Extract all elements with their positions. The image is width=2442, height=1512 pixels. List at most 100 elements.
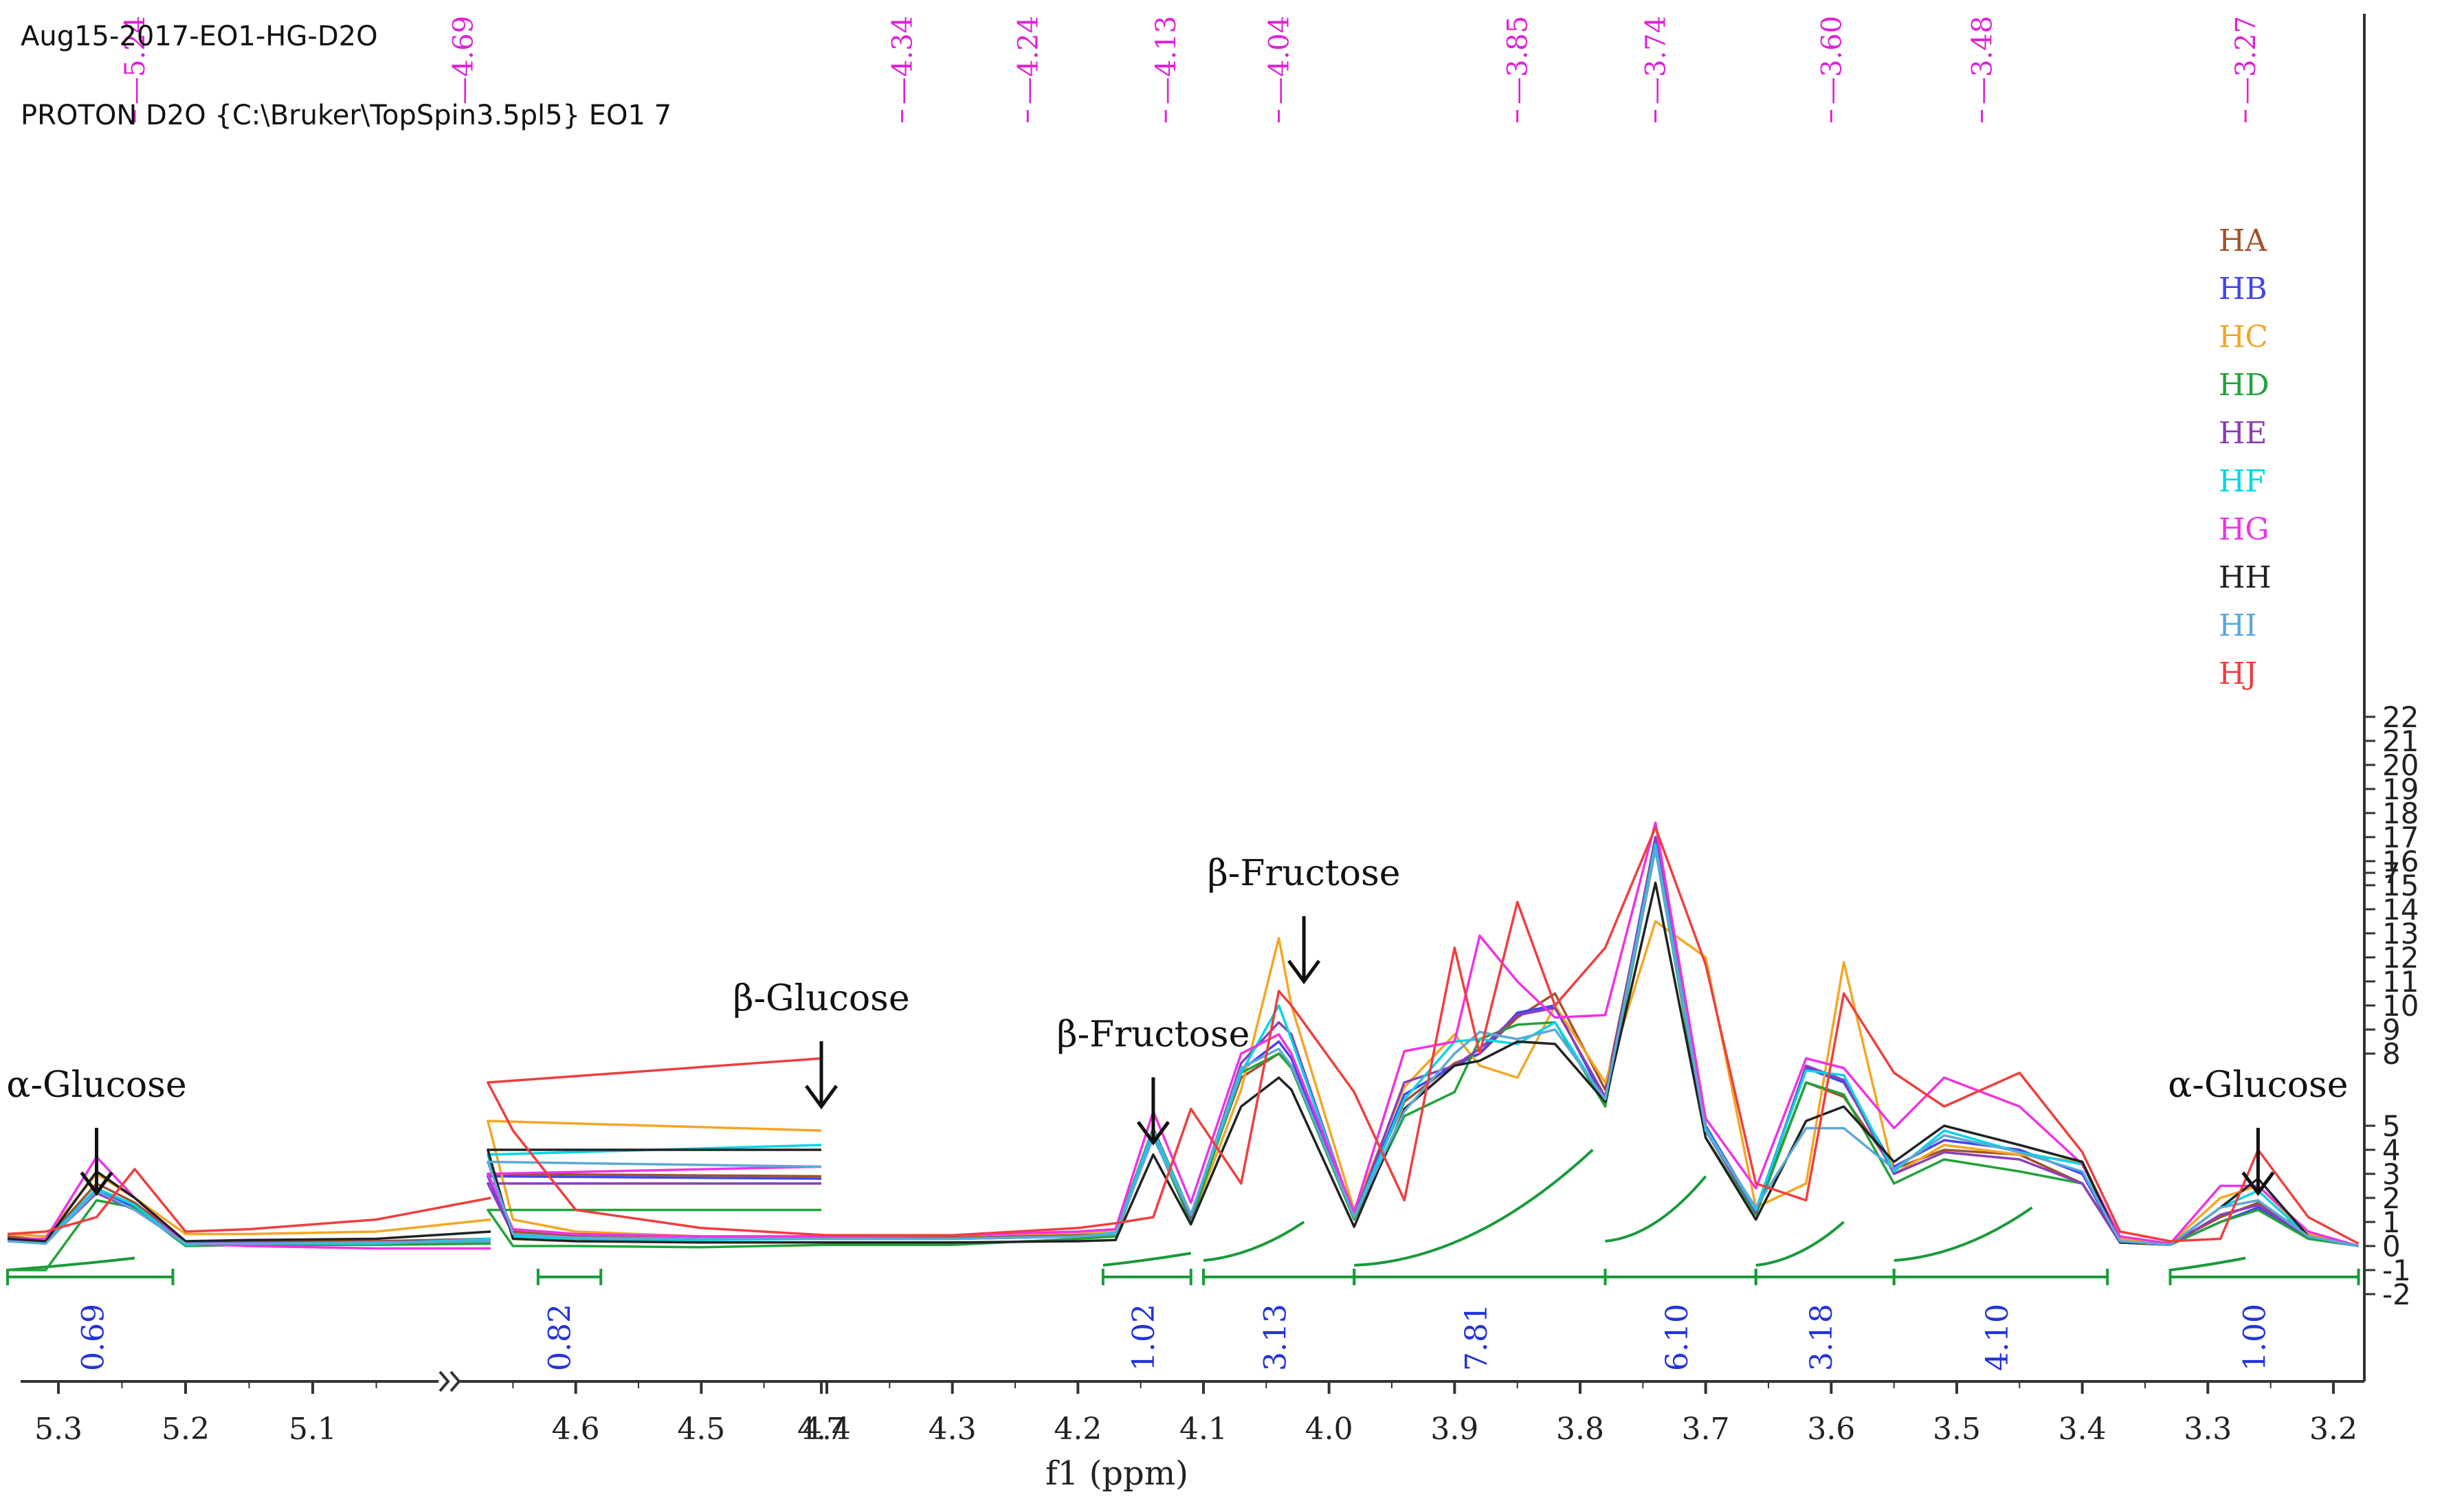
y-tick-label: 22 bbox=[2382, 700, 2419, 734]
annotation-label: α-Glucose bbox=[2168, 1065, 2348, 1106]
y-tick-label: 0 bbox=[2382, 1230, 2401, 1263]
peak-label: —4.34 bbox=[887, 16, 919, 104]
x-tick-label: 3.5 bbox=[1933, 1412, 1981, 1447]
x-tick-label: 3.8 bbox=[1556, 1412, 1604, 1447]
x-tick-label: 4.4 bbox=[803, 1412, 851, 1447]
annotation-label: α-Glucose bbox=[6, 1065, 186, 1106]
series-line-hh bbox=[487, 881, 2359, 1247]
integral-curve bbox=[1203, 1221, 1305, 1262]
integral-value: 0.82 bbox=[542, 1304, 577, 1371]
annotation-arrowhead bbox=[80, 1171, 113, 1197]
y-tick-label: 13 bbox=[2382, 917, 2419, 950]
spectrum-title: Aug15-2017-EO1-HG-D2O bbox=[21, 21, 378, 52]
x-tick-label: 4.6 bbox=[552, 1412, 600, 1447]
series-line-he bbox=[487, 836, 2359, 1247]
legend-entry-hc: HC bbox=[2219, 320, 2268, 355]
x-tick-label: 3.3 bbox=[2184, 1412, 2232, 1447]
peak-label: —4.13 bbox=[1151, 16, 1182, 104]
annotation-arrowhead bbox=[1136, 1121, 1170, 1146]
x-tick-label: 3.6 bbox=[1807, 1412, 1855, 1447]
annotation-label: β-Glucose bbox=[733, 978, 909, 1019]
y-tick-label: 4 bbox=[2382, 1133, 2401, 1167]
x-tick-label: 4.5 bbox=[677, 1412, 725, 1447]
y-tick-label: 15 bbox=[2382, 869, 2419, 902]
x-tick-label: 4.7 bbox=[797, 1412, 845, 1447]
y-tick-label: -1 bbox=[2382, 1254, 2411, 1287]
y-tick-label: 9 bbox=[2382, 1013, 2401, 1047]
legend-entry-hi: HI bbox=[2219, 608, 2257, 643]
y-tick-label: 21 bbox=[2382, 724, 2419, 758]
integral-curve bbox=[1354, 1148, 1594, 1267]
legend-entry-hb: HB bbox=[2219, 271, 2267, 307]
annotation-label: β-Fructose bbox=[1208, 853, 1401, 894]
x-tick-label: 4.2 bbox=[1054, 1412, 1102, 1447]
y-tick-label: 10 bbox=[2382, 989, 2419, 1023]
series-line-hj bbox=[487, 826, 2360, 1245]
integral-curve bbox=[1894, 1206, 2033, 1262]
integral-curve bbox=[2170, 1256, 2246, 1271]
x-tick-label: 3.9 bbox=[1430, 1412, 1478, 1447]
y-tick-label: 5 bbox=[2382, 1109, 2401, 1143]
legend-entry-hd: HD bbox=[2219, 368, 2269, 403]
integral-value: 1.02 bbox=[1126, 1304, 1162, 1371]
x-axis-title: f1 (ppm) bbox=[1045, 1454, 1188, 1493]
y-tick-label: 17 bbox=[2382, 821, 2419, 854]
y-tick-label: 14 bbox=[2382, 893, 2419, 926]
y-tick-label: 8 bbox=[2382, 1037, 2401, 1071]
y-tick-label: 3 bbox=[2382, 1157, 2401, 1191]
x-tick-label: 4.1 bbox=[1179, 1412, 1228, 1447]
x-tick-label: 3.7 bbox=[1682, 1412, 1730, 1447]
integral-value: 6.10 bbox=[1660, 1304, 1695, 1371]
y-tick-label: 7 bbox=[2382, 856, 2401, 890]
integral-value: 1.00 bbox=[2237, 1304, 2272, 1371]
y-tick-label: 16 bbox=[2382, 845, 2419, 878]
peak-label: —3.48 bbox=[1967, 16, 1999, 104]
y-tick-label: 20 bbox=[2382, 748, 2419, 782]
integral-curve bbox=[7, 1256, 135, 1271]
annotation-arrowhead bbox=[1287, 959, 1321, 985]
legend-entry-he: HE bbox=[2219, 416, 2267, 451]
series-line-hi bbox=[7, 1189, 491, 1245]
x-tick-label: 4.3 bbox=[929, 1412, 977, 1447]
integral-value: 4.10 bbox=[1980, 1304, 2015, 1371]
annotation-arrowhead bbox=[804, 1085, 839, 1110]
legend-entry-hh: HH bbox=[2219, 560, 2272, 595]
acquisition-info: PROTON D2O {C:\Bruker\TopSpin3.5pl5} EO1… bbox=[21, 100, 672, 131]
x-tick-label: 3.4 bbox=[2058, 1412, 2107, 1447]
x-tick-label: 5.2 bbox=[162, 1412, 210, 1447]
y-tick-label: 12 bbox=[2382, 941, 2419, 975]
legend-entry-hg: HG bbox=[2219, 512, 2269, 547]
x-tick-label: 5.3 bbox=[34, 1412, 82, 1447]
peak-label: —3.74 bbox=[1641, 16, 1672, 104]
peak-label: —4.04 bbox=[1264, 16, 1296, 104]
integral-curve bbox=[1755, 1221, 1845, 1267]
x-tick-label: 5.1 bbox=[289, 1412, 337, 1447]
peak-label: —3.27 bbox=[2230, 16, 2262, 104]
integral-value: 3.13 bbox=[1258, 1304, 1294, 1371]
peak-label: —3.85 bbox=[1502, 16, 1534, 104]
integral-value: 0.69 bbox=[76, 1304, 111, 1371]
series-line-hi bbox=[487, 847, 2359, 1247]
y-tick-label: 18 bbox=[2382, 797, 2419, 830]
y-tick-label: 2 bbox=[2382, 1181, 2401, 1215]
x-tick-label: 4.0 bbox=[1305, 1412, 1353, 1447]
y-tick-label: 1 bbox=[2382, 1205, 2401, 1239]
series-line-ha bbox=[487, 843, 2359, 1247]
series-line-hf bbox=[487, 843, 2359, 1247]
peak-label: —4.24 bbox=[1012, 16, 1044, 104]
series-line-hj bbox=[7, 1168, 491, 1236]
integral-value: 7.81 bbox=[1459, 1304, 1494, 1371]
integral-curve bbox=[1605, 1175, 1707, 1243]
annotation-label: β-Fructose bbox=[1057, 1014, 1250, 1056]
integral-curve bbox=[1102, 1252, 1192, 1267]
x-tick-label: 3.2 bbox=[2309, 1412, 2357, 1447]
y-tick-label: 11 bbox=[2382, 965, 2419, 999]
legend-entry-hj: HJ bbox=[2219, 656, 2257, 691]
axis-break-marker bbox=[439, 1370, 461, 1392]
legend-entry-ha: HA bbox=[2219, 223, 2267, 258]
annotation-arrowhead bbox=[2241, 1171, 2275, 1197]
y-tick-label: 19 bbox=[2382, 772, 2419, 806]
peak-label: —5.24 bbox=[120, 16, 151, 104]
